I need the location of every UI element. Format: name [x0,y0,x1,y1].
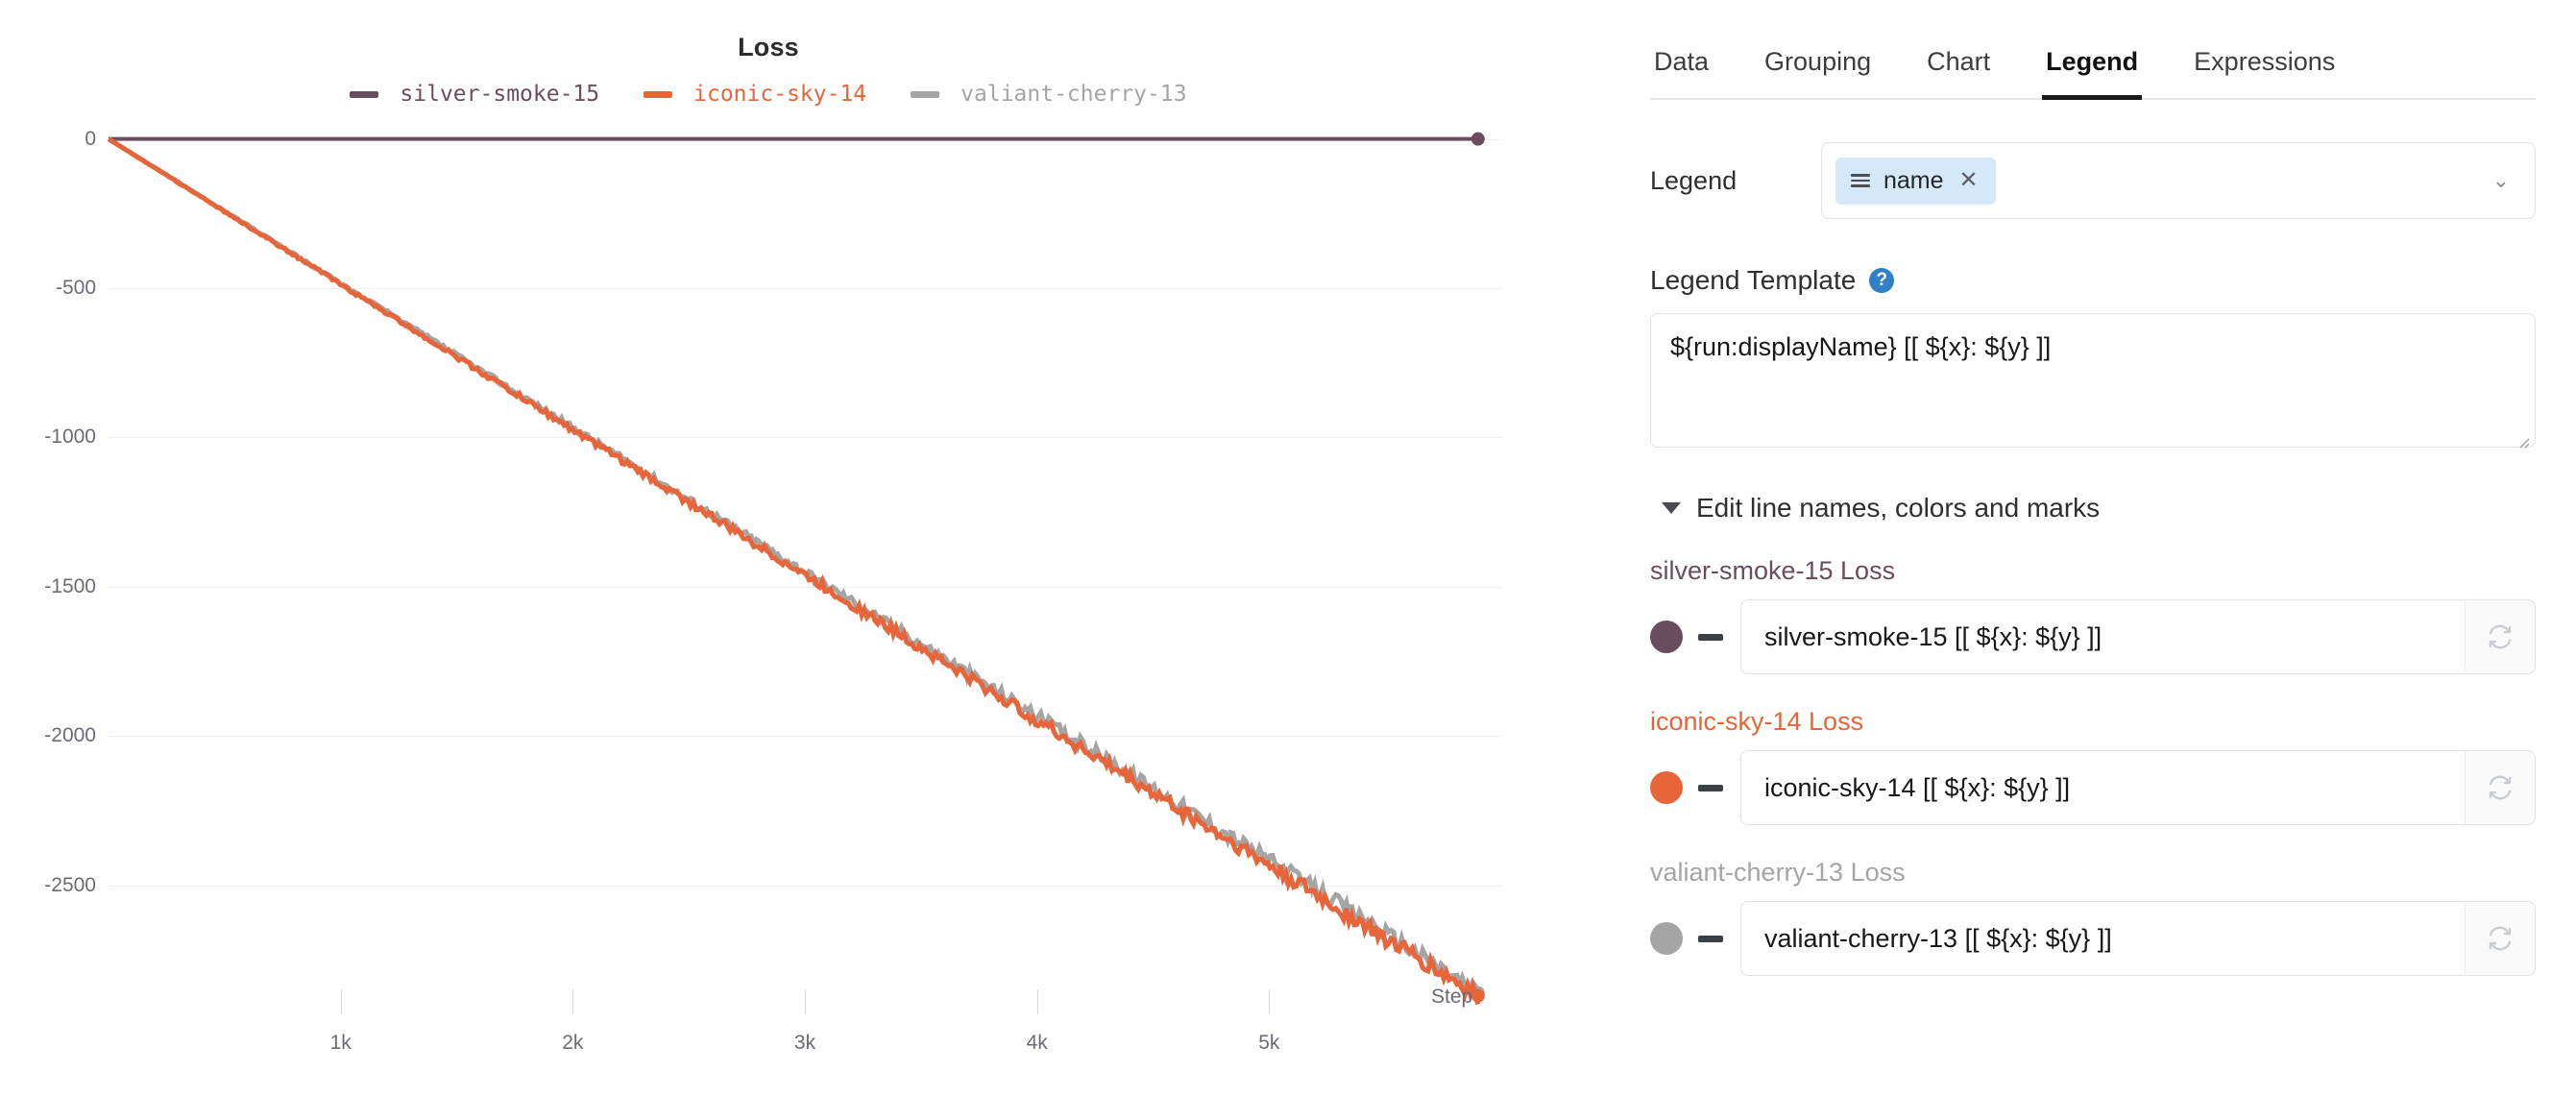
x-axis-tick-label: 4k [1026,1032,1048,1054]
legend-entry-label: silver-smoke-15 [400,82,600,107]
line-name-input[interactable] [1740,901,2465,976]
chart-title: Loss [738,33,799,61]
reset-line-name-button[interactable] [2465,750,2536,825]
x-axis-tick-mark [572,989,574,1014]
edit-lines-disclosure[interactable]: Edit line names, colors and marks [1650,493,2536,523]
config-panel: Data Grouping Chart Legend Expressions Legen… [1594,0,2576,1120]
close-icon[interactable]: ✕ [1958,167,1979,193]
line-settings-list: silver-smoke-15 Loss iconic-sky-14 Loss va… [1650,556,2536,976]
chart-panel: Loss silver-smoke-15 iconic-sky-14 valiant… [0,33,1537,1076]
reset-line-name-button[interactable] [2465,901,2536,976]
tab-chart[interactable]: Chart [1927,47,1991,76]
plot-area [107,121,1501,1006]
gridline [109,288,1501,290]
line-setting-title: iconic-sky-14 Loss [1650,707,1864,736]
caret-down-icon [1662,502,1681,514]
legend-entry-label: valiant-cherry-13 [960,82,1187,107]
legend-template-input[interactable] [1650,313,2536,448]
mark-style-button[interactable] [1698,935,1723,942]
line-setting-row: iconic-sky-14 Loss [1650,707,2536,825]
y-axis-ticks: 0 -500 -1000 -1500 -2000 -2500 [0,121,96,1005]
chip-label: name [1883,166,1944,194]
line-setting-controls [1650,599,2536,674]
edit-lines-label: Edit line names, colors and marks [1696,493,2101,523]
line-setting-row: valiant-cherry-13 Loss [1650,858,2536,976]
line-setting-title: valiant-cherry-13 Loss [1650,858,1906,887]
chart-legend-entry[interactable]: iconic-sky-14 [644,82,866,107]
refresh-icon [2489,926,2512,951]
chevron-down-icon[interactable]: ⌄ [2491,168,2510,192]
line-name-input[interactable] [1740,599,2465,674]
refresh-icon [2489,775,2512,800]
tab-expressions[interactable]: Expressions [2194,47,2336,76]
gridline [109,736,1501,738]
y-axis-tick-label: -1500 [44,574,96,597]
y-axis-tick-label: 0 [85,127,96,150]
legend-swatch-icon [911,90,940,98]
y-axis-tick-label: -1000 [44,426,96,449]
tab-grouping[interactable]: Grouping [1764,47,1872,76]
x-axis-tick-label: 1k [329,1032,352,1054]
legend-swatch-icon [644,90,673,98]
x-axis-ticks: 1k 2k 3k 4k 5k [109,989,1501,1076]
legend-chip-name[interactable]: name ✕ [1835,157,1996,205]
x-axis-tick-mark [340,989,342,1014]
tab-data[interactable]: Data [1654,47,1710,76]
help-icon[interactable]: ? [1869,268,1895,293]
line-setting-title: silver-smoke-15 Loss [1650,556,1896,585]
line-setting-row: silver-smoke-15 Loss [1650,556,2536,674]
line-name-input[interactable] [1740,750,2465,825]
y-axis-tick-label: -500 [55,277,96,300]
x-axis-tick-mark [1269,989,1271,1014]
x-axis-tick-label: 5k [1258,1032,1280,1054]
mark-style-button[interactable] [1698,784,1723,791]
color-swatch-button[interactable] [1650,922,1683,955]
x-axis-tick-mark [805,989,806,1014]
gridline [109,437,1501,439]
line-setting-controls [1650,750,2536,825]
legend-field-row: Legend name ✕ ⌄ [1650,142,2536,219]
gridline [109,885,1501,887]
tab-bar: Data Grouping Chart Legend Expressions [1650,0,2536,100]
x-axis-tick-label: 3k [793,1032,816,1054]
series-line [107,136,1481,1006]
color-swatch-button[interactable] [1650,621,1683,653]
x-axis-tick-mark [1036,989,1038,1014]
chart-legend: silver-smoke-15 iconic-sky-14 valiant-cher… [0,82,1537,107]
series-endpoint-dot [1470,988,1485,1003]
gridline [109,586,1501,588]
legend-entry-label: iconic-sky-14 [693,82,867,107]
legend-template-wrap [1650,296,2536,452]
y-axis-tick-label: -2500 [44,873,96,896]
tab-legend[interactable]: Legend [2042,47,2143,100]
color-swatch-button[interactable] [1650,771,1683,804]
chart-legend-entry[interactable]: silver-smoke-15 [350,82,599,107]
legend-multiselect[interactable]: name ✕ ⌄ [1821,142,2536,219]
reset-line-name-button[interactable] [2465,599,2536,674]
chart-legend-entry[interactable]: valiant-cherry-13 [911,82,1187,107]
x-axis-label: Step [1431,986,1473,1008]
mark-style-button[interactable] [1698,633,1723,641]
refresh-icon [2489,624,2512,649]
y-axis-tick-label: -2000 [44,724,96,747]
x-axis-tick-label: 2k [562,1032,584,1054]
line-setting-controls [1650,901,2536,976]
list-icon [1851,174,1870,187]
legend-swatch-icon [350,90,379,98]
series-lines [107,132,1485,1006]
legend-template-label-text: Legend Template [1650,265,1857,295]
series-endpoint-dot [1470,132,1485,146]
legend-field-label: Legend [1650,165,1738,195]
legend-template-label: Legend Template ? [1650,265,2536,296]
